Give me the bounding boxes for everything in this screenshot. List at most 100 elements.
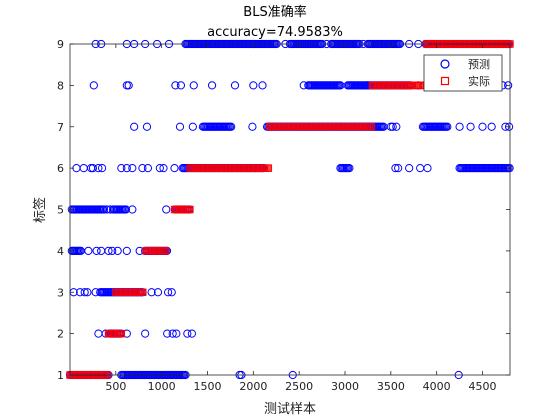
predicted-point xyxy=(104,246,113,255)
legend-marker-predicted xyxy=(440,59,450,69)
predicted-point xyxy=(102,205,111,214)
x-tick-label: 4500 xyxy=(469,380,497,393)
x-tick-label: 4000 xyxy=(423,380,451,393)
predicted-point xyxy=(83,288,92,297)
predicted-point xyxy=(189,81,198,90)
predicted-point xyxy=(80,288,89,297)
predicted-point xyxy=(88,164,98,173)
predicted-point xyxy=(122,164,131,173)
predicted-point xyxy=(391,164,400,173)
predicted-point xyxy=(249,81,258,90)
predicted-point xyxy=(392,122,401,131)
predicted-point xyxy=(89,81,98,90)
predicted-point xyxy=(153,288,163,297)
actual-point xyxy=(161,247,170,255)
actual-point xyxy=(186,205,194,214)
predicted-point xyxy=(248,122,257,131)
predicted-point xyxy=(113,246,122,255)
predicted-point xyxy=(405,164,414,173)
predicted-point xyxy=(142,122,152,131)
x-tick-label: 3500 xyxy=(377,380,405,393)
legend-marker-actual xyxy=(440,76,450,86)
predicted-point xyxy=(124,81,133,90)
predicted-point xyxy=(487,122,496,131)
x-tick-label: 2000 xyxy=(239,380,267,393)
predicted-point xyxy=(388,122,397,131)
predicted-point xyxy=(106,205,115,214)
predicted-point xyxy=(163,329,172,338)
predicted-point xyxy=(299,81,308,90)
predicted-point xyxy=(163,288,173,297)
predicted-point xyxy=(147,288,156,297)
predicted-point xyxy=(159,164,168,173)
predicted-point xyxy=(128,205,137,214)
predicted-point xyxy=(455,122,464,131)
predicted-point xyxy=(130,122,139,131)
predicted-point xyxy=(97,164,107,173)
predicted-point xyxy=(92,246,101,255)
predicted-point xyxy=(258,81,267,90)
legend-label-predicted: 预测 xyxy=(468,58,490,71)
predicted-point xyxy=(167,288,176,297)
x-axis-ticks: 500 1000 1500 2000 2500 3000 3500 4000 4500 xyxy=(105,44,497,393)
data-marks xyxy=(65,39,514,380)
y-tick-label: 1 xyxy=(57,369,64,382)
predicted-point xyxy=(128,164,137,173)
actual-point xyxy=(117,329,126,338)
predicted-point xyxy=(162,205,171,214)
predicted-point xyxy=(84,246,93,255)
predicted-point xyxy=(143,164,153,173)
predicted-point xyxy=(121,205,131,214)
legend-box xyxy=(423,54,503,92)
x-tick-label: 500 xyxy=(105,380,126,393)
predicted-point xyxy=(394,164,403,173)
predicted-point xyxy=(478,122,487,131)
legend-label-actual: 实际 xyxy=(468,74,490,88)
predicted-point xyxy=(168,329,177,338)
chart-title: BLS准确率 xyxy=(243,4,306,20)
predicted-point xyxy=(466,122,475,131)
y-tick-label: 2 xyxy=(57,328,64,341)
predicted-point xyxy=(176,81,186,90)
plot-area xyxy=(70,44,510,375)
legend: 预测 实际 xyxy=(423,54,503,92)
y-tick-label: 6 xyxy=(57,162,64,175)
y-axis-label: 标签 xyxy=(32,197,48,223)
y-tick-label: 5 xyxy=(57,204,64,217)
predicted-point xyxy=(423,164,432,173)
predicted-point xyxy=(94,164,103,173)
y-tick-label: 8 xyxy=(57,79,64,92)
predicted-point xyxy=(117,164,126,173)
actual-point xyxy=(367,123,375,131)
chart-subtitle: accuracy=74.9583% xyxy=(207,25,343,40)
predicted-point xyxy=(171,81,180,90)
y-tick-label: 3 xyxy=(57,286,64,299)
predicted-point xyxy=(207,81,217,90)
predicted-point xyxy=(504,81,513,90)
predicted-point xyxy=(183,329,192,338)
x-tick-label: 3000 xyxy=(331,380,359,393)
x-tick-label: 1500 xyxy=(194,380,222,393)
predicted-point xyxy=(108,246,117,255)
x-tick-label: 2500 xyxy=(285,380,313,393)
predicted-point xyxy=(138,164,147,173)
y-axis-ticks: 1 2 3 4 5 6 7 8 9 xyxy=(57,38,510,382)
predicted-point xyxy=(227,122,236,131)
predicted-point xyxy=(188,122,197,131)
predicted-point xyxy=(99,205,109,214)
predicted-point xyxy=(170,164,179,173)
predicted-point xyxy=(155,164,164,173)
predicted-point xyxy=(230,81,240,90)
actual-point xyxy=(139,288,147,296)
predicted-point xyxy=(91,288,100,297)
y-tick-label: 9 xyxy=(57,38,64,51)
x-axis-label: 测试样本 xyxy=(264,402,316,417)
predicted-point xyxy=(122,246,131,255)
predicted-point xyxy=(443,122,452,131)
y-tick-label: 4 xyxy=(57,245,64,258)
y-tick-label: 7 xyxy=(57,121,64,134)
x-tick-label: 1000 xyxy=(148,380,176,393)
predicted-point xyxy=(175,122,185,131)
